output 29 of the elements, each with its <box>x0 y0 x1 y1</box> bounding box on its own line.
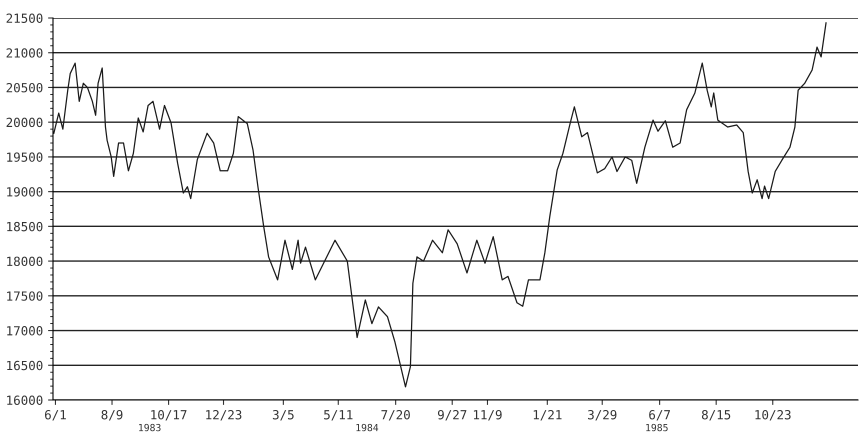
x-tick-label: 9/27 <box>438 410 466 420</box>
y-tick-label: 20500 <box>6 82 42 92</box>
x-tick-label: 8/15 <box>702 410 730 420</box>
y-tick-label: 17500 <box>7 291 42 301</box>
x-tick-label: 3/29 <box>588 410 616 420</box>
x-tick-label: 6/1 <box>44 410 66 420</box>
x-tick-label: 3/5 <box>272 410 294 420</box>
y-tick-label: 16000 <box>7 396 42 405</box>
text: 1983 <box>139 424 161 432</box>
y-tick-label: 18000 <box>7 256 42 266</box>
x-tick-label: 10/23 <box>755 410 791 420</box>
x-tick-label: 7/20 <box>381 410 410 420</box>
x-tick-label: 1/21 <box>534 410 562 420</box>
y-tick-label: 21000 <box>6 48 42 58</box>
text: 1984 <box>356 424 378 432</box>
x-tick-label: 6/7 <box>649 410 670 420</box>
y-tick-label: 21500 <box>6 14 42 23</box>
y-tick-label: 20000 <box>6 118 42 128</box>
text: 1985 <box>646 424 668 432</box>
x-tick-label: 10/17 <box>151 410 186 420</box>
y-tick-label: 19500 <box>7 152 42 162</box>
y-tick-label: 16500 <box>7 360 42 370</box>
y-tick-label: 18500 <box>7 222 42 232</box>
x-tick-label: 11/9 <box>474 410 502 420</box>
x-tick-label: 5/11 <box>324 410 352 420</box>
y-tick-label: 19000 <box>7 187 42 197</box>
y-tick-label: 17000 <box>7 326 42 336</box>
x-tick-label: 8/9 <box>102 410 122 420</box>
x-tick-label: 12/23 <box>206 410 242 420</box>
